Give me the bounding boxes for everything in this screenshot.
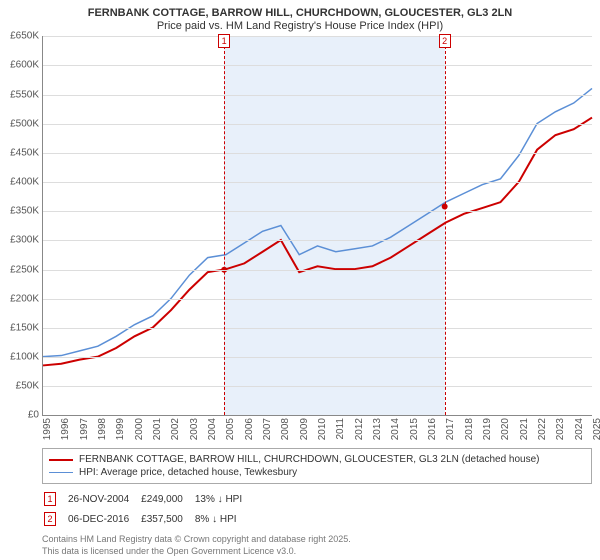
y-tick-label: £550K — [10, 89, 39, 100]
chart-svg — [43, 36, 592, 415]
marker-price: £357,500 — [141, 510, 193, 528]
x-tick-label: 2007 — [262, 418, 273, 440]
x-tick-label: 2000 — [134, 418, 145, 440]
gridline-h — [43, 95, 592, 96]
legend-swatch — [49, 459, 73, 461]
chart-subtitle: Price paid vs. HM Land Registry's House … — [0, 20, 600, 36]
chart-legend: FERNBANK COTTAGE, BARROW HILL, CHURCHDOW… — [42, 448, 592, 484]
chart-title: FERNBANK COTTAGE, BARROW HILL, CHURCHDOW… — [0, 0, 600, 20]
y-tick-label: £450K — [10, 147, 39, 158]
gridline-h — [43, 357, 592, 358]
x-tick-label: 2006 — [244, 418, 255, 440]
x-tick-label: 2020 — [500, 418, 511, 440]
x-tick-label: 1996 — [60, 418, 71, 440]
marker-delta: 8% ↓ HPI — [195, 510, 252, 528]
legend-label: FERNBANK COTTAGE, BARROW HILL, CHURCHDOW… — [79, 454, 539, 465]
legend-label: HPI: Average price, detached house, Tewk… — [79, 467, 297, 478]
x-tick-label: 2017 — [445, 418, 456, 440]
footer-line-2: This data is licensed under the Open Gov… — [42, 546, 592, 558]
marker-badge-1: 1 — [218, 34, 230, 48]
gridline-h — [43, 36, 592, 37]
marker-table: 1 26-NOV-2004£249,00013% ↓ HPI 2 06-DEC-201… — [42, 488, 254, 530]
chart-plot-area: £0£50K£100K£150K£200K£250K£300K£350K£400… — [42, 36, 592, 416]
marker-delta: 13% ↓ HPI — [195, 490, 252, 508]
x-tick-label: 2015 — [409, 418, 420, 440]
marker-table-badge: 2 — [44, 512, 56, 526]
x-tick-label: 2004 — [207, 418, 218, 440]
x-tick-label: 2011 — [335, 418, 346, 440]
x-tick-label: 1999 — [115, 418, 126, 440]
x-tick-label: 2022 — [537, 418, 548, 440]
chart-footer: Contains HM Land Registry data © Crown c… — [42, 534, 592, 557]
y-tick-label: £50K — [16, 381, 39, 392]
marker-date: 06-DEC-2016 — [68, 510, 139, 528]
gridline-h — [43, 299, 592, 300]
x-axis-labels: 1995 1996 1997 1998 1999 2000 2001 2002 2003 2004… — [42, 416, 592, 444]
x-tick-label: 2018 — [464, 418, 475, 440]
legend-row: FERNBANK COTTAGE, BARROW HILL, CHURCHDOW… — [49, 453, 585, 466]
marker-table-row: 1 26-NOV-2004£249,00013% ↓ HPI — [44, 490, 252, 508]
y-tick-label: £650K — [10, 31, 39, 42]
y-tick-label: £350K — [10, 206, 39, 217]
x-tick-label: 2002 — [170, 418, 181, 440]
gridline-h — [43, 153, 592, 154]
gridline-h — [43, 182, 592, 183]
x-tick-label: 1995 — [42, 418, 53, 440]
x-tick-label: 2024 — [574, 418, 585, 440]
gridline-h — [43, 240, 592, 241]
x-tick-label: 2008 — [280, 418, 291, 440]
x-tick-label: 2012 — [354, 418, 365, 440]
y-tick-label: £400K — [10, 177, 39, 188]
marker-table-row: 2 06-DEC-2016£357,5008% ↓ HPI — [44, 510, 252, 528]
x-tick-label: 2005 — [225, 418, 236, 440]
x-tick-label: 2016 — [427, 418, 438, 440]
series-hpi — [43, 89, 592, 357]
y-tick-label: £150K — [10, 322, 39, 333]
gridline-h — [43, 270, 592, 271]
gridline-h — [43, 386, 592, 387]
y-tick-label: £200K — [10, 293, 39, 304]
x-tick-label: 2014 — [390, 418, 401, 440]
marker-badge-2: 2 — [439, 34, 451, 48]
gridline-h — [43, 211, 592, 212]
gridline-h — [43, 124, 592, 125]
y-tick-label: £0 — [28, 410, 39, 421]
marker-line-2 — [445, 36, 446, 415]
x-tick-label: 2019 — [482, 418, 493, 440]
y-tick-label: £250K — [10, 264, 39, 275]
x-tick-label: 1998 — [97, 418, 108, 440]
y-tick-label: £100K — [10, 351, 39, 362]
y-tick-label: £300K — [10, 235, 39, 246]
x-tick-label: 2009 — [299, 418, 310, 440]
x-tick-label: 2021 — [519, 418, 530, 440]
legend-row: HPI: Average price, detached house, Tewk… — [49, 466, 585, 479]
x-tick-label: 2023 — [555, 418, 566, 440]
marker-table-badge: 1 — [44, 492, 56, 506]
x-tick-label: 2003 — [189, 418, 200, 440]
footer-line-1: Contains HM Land Registry data © Crown c… — [42, 534, 592, 546]
x-tick-label: 2025 — [592, 418, 600, 440]
y-tick-label: £600K — [10, 60, 39, 71]
marker-date: 26-NOV-2004 — [68, 490, 139, 508]
x-tick-label: 2001 — [152, 418, 163, 440]
marker-price: £249,000 — [141, 490, 193, 508]
x-tick-label: 2013 — [372, 418, 383, 440]
x-tick-label: 1997 — [79, 418, 90, 440]
gridline-h — [43, 328, 592, 329]
legend-swatch — [49, 472, 73, 473]
gridline-h — [43, 65, 592, 66]
marker-line-1 — [224, 36, 225, 415]
x-tick-label: 2010 — [317, 418, 328, 440]
y-tick-label: £500K — [10, 118, 39, 129]
